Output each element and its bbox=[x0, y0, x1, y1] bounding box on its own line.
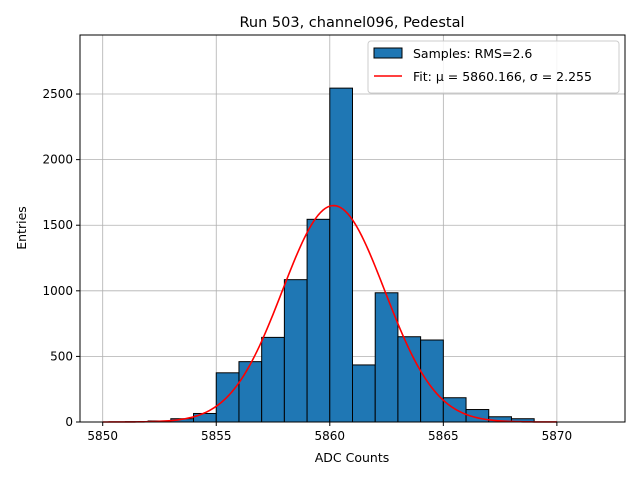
y-axis-label: Entries bbox=[14, 206, 29, 250]
histogram-bar bbox=[442, 397, 467, 423]
x-tick-label: 5850 bbox=[87, 429, 118, 443]
legend-histogram-label: Samples: RMS=2.6 bbox=[413, 46, 532, 61]
y-axis-ticks: 0 500 1000 1500 2000 2500 bbox=[42, 87, 80, 429]
histogram-bar bbox=[261, 336, 285, 423]
histogram-bar bbox=[238, 361, 263, 423]
x-axis-ticks: 5850 5855 5860 5865 5870 bbox=[87, 422, 572, 443]
x-tick-label: 5860 bbox=[315, 429, 346, 443]
fit-curve-group bbox=[102, 204, 557, 423]
histogram-bar bbox=[193, 412, 217, 423]
plot-frame bbox=[79, 34, 626, 423]
y-tick-label: 2000 bbox=[42, 153, 73, 167]
x-tick-label: 5865 bbox=[428, 429, 459, 443]
histogram-bar bbox=[374, 292, 399, 423]
x-tick-label: 5855 bbox=[201, 429, 232, 443]
y-tick-label: 500 bbox=[50, 349, 73, 363]
legend-bar-swatch bbox=[373, 47, 403, 59]
histogram-bar bbox=[329, 87, 353, 423]
y-tick-label: 1500 bbox=[42, 218, 73, 232]
legend-fit-label: Fit: μ = 5860.166, σ = 2.255 bbox=[413, 69, 592, 84]
chart-title: Run 503, channel096, Pedestal bbox=[239, 15, 464, 31]
fit-curve bbox=[102, 204, 557, 423]
y-tick-label: 2500 bbox=[42, 87, 73, 101]
histogram-bar bbox=[352, 364, 376, 423]
y-tick-label: 1000 bbox=[42, 284, 73, 298]
legend: Samples: RMS=2.6 Fit: μ = 5860.166, σ = … bbox=[367, 40, 620, 94]
histogram-bar bbox=[283, 279, 308, 423]
histogram-bars bbox=[124, 87, 535, 423]
x-axis-label: ADC Counts bbox=[315, 450, 390, 465]
histogram-bar bbox=[306, 218, 331, 423]
legend-box bbox=[367, 40, 620, 94]
histogram-bar bbox=[420, 339, 444, 423]
y-tick-label: 0 bbox=[65, 415, 73, 429]
x-tick-label: 5870 bbox=[542, 429, 573, 443]
